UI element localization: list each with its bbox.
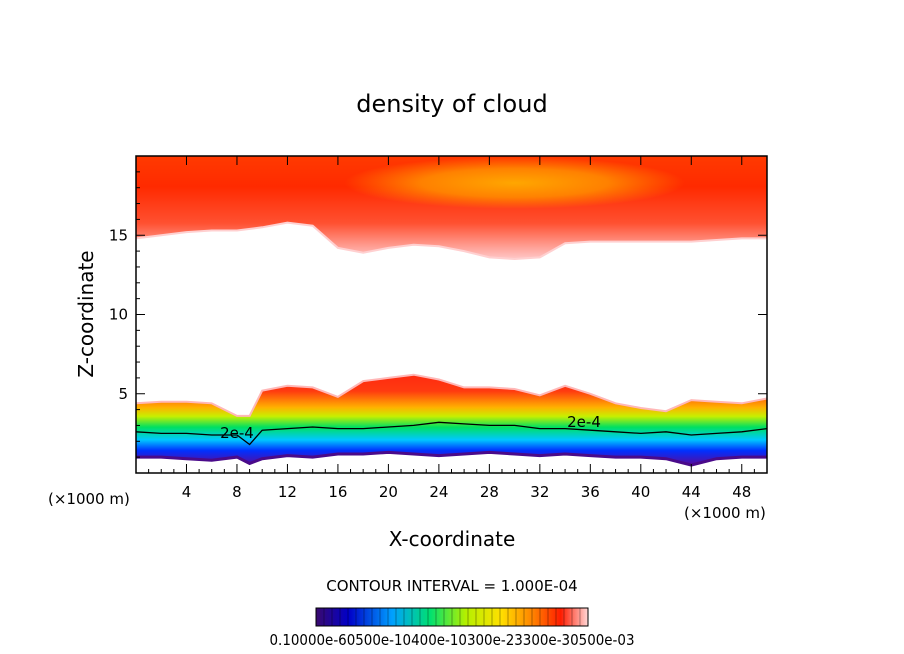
upper-cloud-core: [344, 156, 685, 209]
x-tick-label: 32: [530, 483, 549, 501]
contour-2e-4: [136, 421, 767, 446]
lower-cloud-edge: [136, 373, 767, 417]
contour-interval-label: CONTOUR INTERVAL = 1.000E-04: [326, 577, 577, 595]
x-tick-label: 40: [631, 483, 650, 501]
x-tick-label: 20: [379, 483, 398, 501]
x-tick-label: 44: [682, 483, 701, 501]
contour-label: 2e-4: [220, 424, 254, 442]
y-tick-label: 5: [118, 385, 128, 403]
y-axis-title: Z-coordinate: [74, 250, 98, 377]
x-unit-label-right: (×1000 m): [684, 504, 766, 522]
x-tick-label: 36: [581, 483, 600, 501]
x-tick-label: 4: [182, 483, 192, 501]
y-tick-label: 15: [109, 226, 128, 244]
x-tick-label: 24: [429, 483, 448, 501]
x-axis: 4 8 12 16 20 24 28 32 36 40 44 48: [148, 156, 755, 501]
x-tick-label: 28: [480, 483, 499, 501]
chart-title: density of cloud: [356, 90, 547, 118]
plot-area: 2e-4 2e-4: [136, 156, 767, 467]
upper-cloud-edge: [136, 221, 767, 261]
x-unit-label-left: (×1000 m): [48, 490, 130, 508]
y-tick-label: 10: [109, 306, 128, 324]
x-tick-label: 16: [328, 483, 347, 501]
x-tick-label: 8: [232, 483, 242, 501]
lower-cloud-base: [136, 450, 767, 467]
contour-label: 2e-4: [567, 413, 601, 431]
colorbar-labels: 0.10000e-60500e-10400e-10300e-23300e-305…: [270, 631, 635, 649]
lower-cloud-layer: [136, 374, 767, 466]
y-axis: 5 10 15: [109, 171, 767, 458]
x-axis-title: X-coordinate: [389, 527, 516, 551]
x-tick-label: 12: [278, 483, 297, 501]
x-tick-label: 48: [732, 483, 751, 501]
colorbar: [315, 607, 589, 627]
